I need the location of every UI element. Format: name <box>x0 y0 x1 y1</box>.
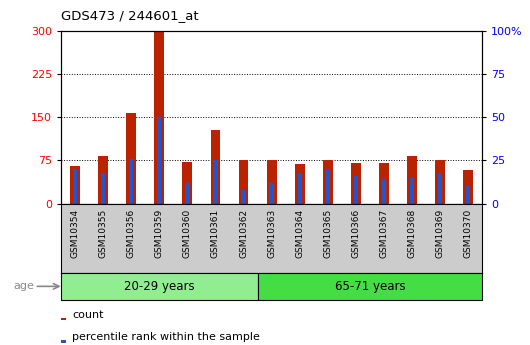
Text: GSM10368: GSM10368 <box>408 209 417 258</box>
Text: 65-71 years: 65-71 years <box>334 280 405 293</box>
Bar <box>238 160 249 204</box>
Bar <box>73 169 77 204</box>
Bar <box>269 183 274 204</box>
Text: GSM10367: GSM10367 <box>379 209 388 258</box>
Text: GSM10355: GSM10355 <box>99 209 108 258</box>
Bar <box>267 160 277 204</box>
Bar <box>295 165 305 204</box>
Text: GSM10356: GSM10356 <box>127 209 136 258</box>
Bar <box>297 172 302 204</box>
Bar <box>323 160 333 204</box>
Text: GSM10362: GSM10362 <box>239 209 248 258</box>
Bar <box>410 178 414 204</box>
Text: GSM10359: GSM10359 <box>155 209 164 258</box>
Bar <box>241 190 246 204</box>
Bar <box>351 163 361 204</box>
Text: GSM10354: GSM10354 <box>70 209 80 258</box>
Bar <box>438 172 443 204</box>
Bar <box>407 156 417 204</box>
Text: GSM10369: GSM10369 <box>436 209 445 258</box>
Bar <box>154 30 164 204</box>
FancyBboxPatch shape <box>258 273 482 300</box>
Bar <box>182 162 192 204</box>
Text: GSM10364: GSM10364 <box>295 209 304 258</box>
Text: percentile rank within the sample: percentile rank within the sample <box>72 332 260 342</box>
Bar <box>61 318 66 320</box>
Bar <box>382 179 386 204</box>
Bar <box>463 170 473 204</box>
Bar <box>354 176 358 204</box>
Bar <box>379 163 389 204</box>
Text: age: age <box>13 282 34 291</box>
Bar <box>129 159 134 204</box>
Bar <box>210 130 220 204</box>
FancyBboxPatch shape <box>61 273 258 300</box>
Text: GSM10363: GSM10363 <box>267 209 276 258</box>
Bar <box>325 169 330 204</box>
Text: GSM10360: GSM10360 <box>183 209 192 258</box>
Bar <box>101 172 105 204</box>
Bar <box>157 117 162 204</box>
Bar <box>98 156 108 204</box>
Bar <box>466 186 471 204</box>
Bar <box>185 183 190 204</box>
Text: GSM10361: GSM10361 <box>211 209 220 258</box>
Text: count: count <box>72 309 104 319</box>
Bar <box>70 166 80 204</box>
Text: GDS473 / 244601_at: GDS473 / 244601_at <box>61 9 199 22</box>
Bar <box>126 113 136 204</box>
Text: GSM10370: GSM10370 <box>464 209 473 258</box>
Text: GSM10366: GSM10366 <box>351 209 360 258</box>
Text: GSM10365: GSM10365 <box>323 209 332 258</box>
Bar <box>61 340 66 343</box>
Bar <box>213 160 218 204</box>
Text: 20-29 years: 20-29 years <box>124 280 195 293</box>
Bar <box>435 160 445 204</box>
